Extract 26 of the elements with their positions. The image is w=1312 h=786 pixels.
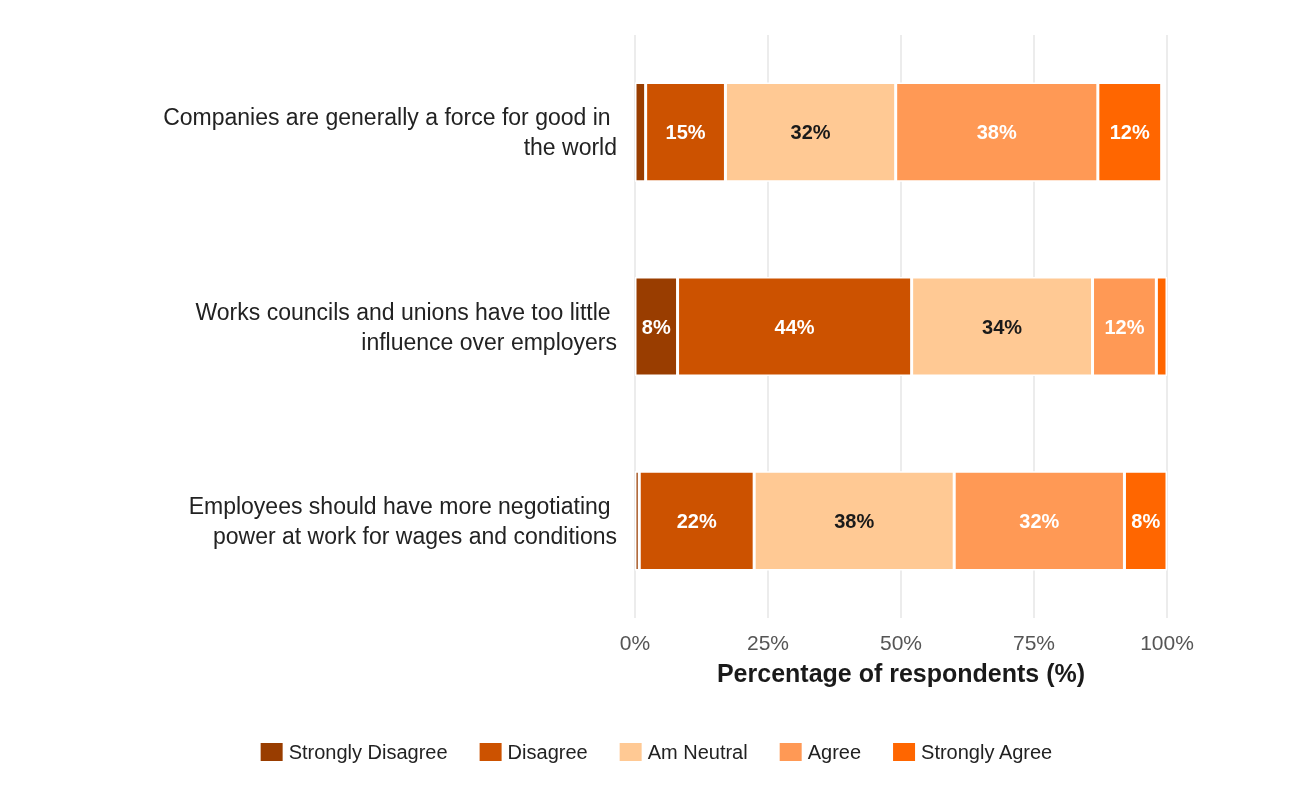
data-label: 8% (641, 315, 671, 338)
legend-label: Am Neutral (647, 741, 748, 763)
x-axis-title: Percentage of respondents (%) (716, 658, 1086, 687)
data-label: 12% (1109, 121, 1150, 144)
x-tick-label: 25% (746, 631, 790, 654)
legend-label: Strongly Disagree (288, 741, 448, 763)
x-tick-label: 0% (619, 631, 651, 654)
x-tick-label: 75% (1012, 631, 1056, 654)
data-label: 12% (1104, 315, 1145, 338)
data-label: 32% (1019, 509, 1060, 532)
x-tick-label: 50% (879, 631, 923, 654)
data-label: 34% (982, 315, 1023, 338)
data-label: 38% (976, 121, 1017, 144)
data-label: 38% (834, 509, 875, 532)
data-label: 15% (665, 121, 706, 144)
data-label: 32% (790, 121, 831, 144)
data-label: 8% (1131, 509, 1161, 532)
legend-label: Disagree (507, 741, 588, 763)
legend-label: Strongly Agree (921, 741, 1053, 763)
legend-label: Agree (807, 741, 862, 763)
data-label: 44% (774, 315, 815, 338)
y-tick-label: Employees should have more negotiating power at work for wages and conditions (188, 492, 617, 549)
x-tick-label: 100% (1140, 631, 1194, 654)
y-tick-label: Works councils and unions have too little influence over employers (195, 298, 617, 355)
y-tick-label: Companies are generally a force for good in the world (163, 104, 617, 161)
data-label: 22% (676, 509, 717, 532)
